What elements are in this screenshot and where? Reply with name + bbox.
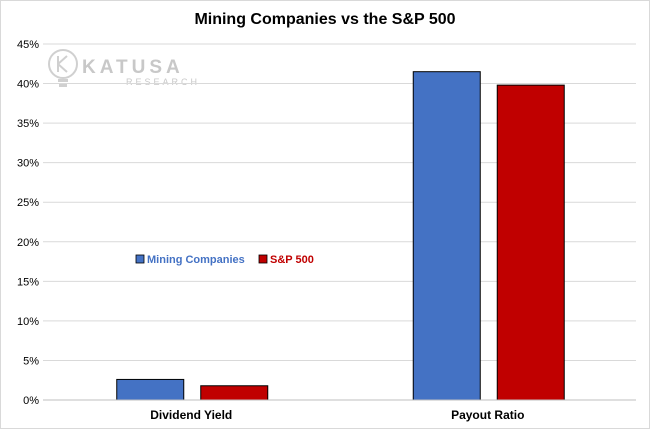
y-tick-label: 40%	[17, 79, 39, 91]
y-tick-label: 0%	[23, 395, 39, 407]
bar-s-p-500-payout-ratio	[496, 84, 565, 401]
x-category-label: Payout Ratio	[451, 408, 524, 422]
bars	[116, 71, 565, 401]
legend-swatch-mining	[135, 254, 145, 264]
legend-swatch-sp500	[258, 254, 268, 264]
lightbulb-k-icon	[48, 49, 78, 87]
bar-s-p-500-dividend-yield	[200, 385, 269, 401]
y-tick-label: 15%	[17, 276, 39, 288]
y-tick-label: 45%	[17, 39, 39, 51]
katusa-research-logo: KATUSA RESEARCH	[48, 49, 200, 87]
y-tick-label: 20%	[17, 237, 39, 249]
bar-mining-companies-payout-ratio	[412, 71, 481, 401]
y-tick-label: 5%	[23, 355, 39, 367]
legend-label-mining: Mining Companies	[147, 254, 245, 266]
x-axis: Dividend Yield Payout Ratio	[43, 399, 636, 422]
legend: Mining Companies S&P 500	[135, 254, 314, 266]
watermark-name: KATUSA	[82, 57, 184, 78]
y-axis: 0% 5% 10% 15% 20% 25% 30% 35% 40% 45%	[17, 39, 39, 407]
x-category-label: Dividend Yield	[150, 408, 232, 422]
y-tick-label: 35%	[17, 118, 39, 130]
y-tick-label: 25%	[17, 197, 39, 209]
watermark-sub: RESEARCH	[126, 77, 200, 87]
bar-mining-companies-dividend-yield	[116, 378, 185, 401]
legend-label-sp500: S&P 500	[270, 254, 314, 266]
chart-title: Mining Companies vs the S&P 500	[194, 11, 455, 28]
y-tick-label: 30%	[17, 158, 39, 170]
y-tick-label: 10%	[17, 316, 39, 328]
